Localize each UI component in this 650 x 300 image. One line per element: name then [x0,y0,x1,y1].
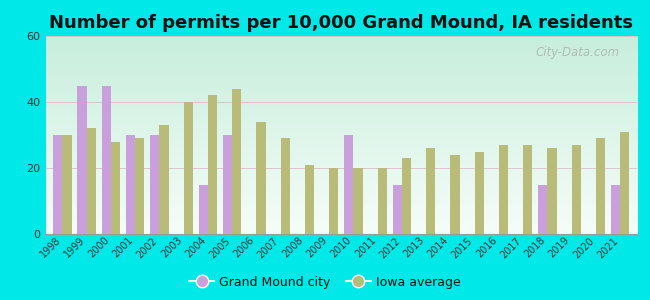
Bar [77,85,86,234]
Bar [611,184,620,234]
Bar [111,142,120,234]
Bar [126,135,135,234]
Bar [305,165,314,234]
Bar [450,155,460,234]
Bar [53,135,62,234]
Bar [62,135,72,234]
Text: City-Data.com: City-Data.com [535,46,619,59]
Bar [393,184,402,234]
Bar [499,145,508,234]
Bar [402,158,411,234]
Legend: Grand Mound city, Iowa average: Grand Mound city, Iowa average [185,271,465,294]
Bar [208,95,217,234]
Bar [596,138,605,234]
Bar [150,135,159,234]
Bar [344,135,354,234]
Bar [135,138,144,234]
Bar [256,122,266,234]
Bar [523,145,532,234]
Bar [354,168,363,234]
Bar [426,148,436,234]
Bar [102,85,111,234]
Bar [538,184,547,234]
Bar [571,145,580,234]
Title: Number of permits per 10,000 Grand Mound, IA residents: Number of permits per 10,000 Grand Mound… [49,14,633,32]
Bar [159,125,168,234]
Bar [378,168,387,234]
Bar [329,168,339,234]
Bar [474,152,484,234]
Bar [281,138,290,234]
Bar [620,132,629,234]
Bar [184,102,193,234]
Bar [232,89,241,234]
Bar [86,128,96,234]
Bar [199,184,208,234]
Bar [547,148,556,234]
Bar [223,135,232,234]
